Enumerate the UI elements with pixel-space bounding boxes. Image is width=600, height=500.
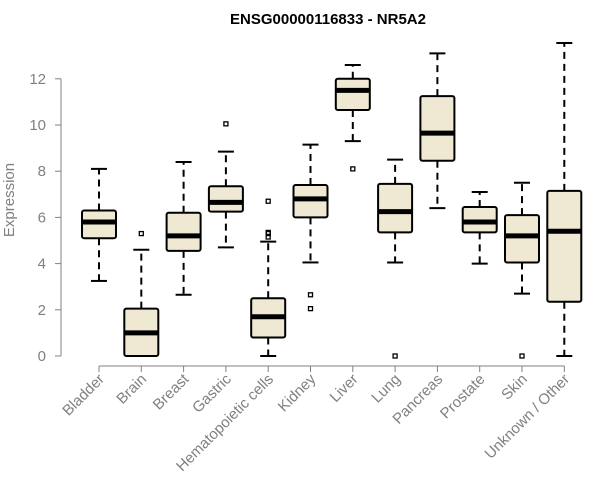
outlier-point [265, 198, 271, 204]
box-group [334, 63, 371, 172]
outlier-point [223, 121, 229, 127]
x-tick-label: Lung [368, 371, 404, 407]
y-axis-label: Expression [1, 163, 18, 237]
x-tick-label: Prostate [437, 371, 489, 423]
y-tick-label: 2 [38, 302, 46, 319]
iqr-box [419, 95, 456, 162]
x-tick-label: Liver [327, 371, 362, 406]
outlier-point [519, 353, 525, 359]
x-tick-label: Bladder [59, 371, 108, 420]
box-group [123, 230, 160, 357]
y-tick-label: 10 [29, 117, 46, 134]
y-tick-label: 6 [38, 209, 46, 226]
iqr-box [334, 77, 371, 111]
boxes [81, 41, 583, 359]
box-group [165, 160, 202, 296]
axes: 0 2 4 6 8 10 12 [29, 71, 565, 372]
x-tick-label: Brain [113, 371, 150, 408]
box-group [207, 121, 244, 249]
outlier-point [138, 230, 144, 237]
box-group [419, 52, 456, 210]
outlier-point [265, 234, 271, 240]
iqr-box [165, 211, 202, 252]
iqr-box [546, 189, 583, 303]
outlier-point [307, 305, 314, 312]
box-group [250, 198, 287, 357]
x-tick-label: Kidney [275, 370, 320, 415]
y-tick-label: 12 [29, 71, 46, 88]
box-group [292, 143, 329, 312]
outlier-point [307, 292, 314, 298]
iqr-box [207, 185, 244, 213]
y-tick-label: 4 [38, 256, 46, 273]
outlier-point [392, 353, 398, 359]
x-tick-label: Breast [150, 370, 193, 413]
box-group [546, 41, 583, 357]
box-group [81, 167, 117, 282]
chart-title: ENSG00000116833 - NR5A2 [230, 11, 426, 28]
iqr-box [377, 182, 414, 234]
box-group [377, 158, 414, 359]
x-tick-label: Skin [498, 371, 531, 404]
box-group [461, 190, 498, 265]
box-group [504, 181, 540, 359]
y-tick-label: 8 [38, 163, 46, 180]
y-tick-label: 0 [38, 348, 46, 365]
iqr-box [504, 214, 540, 264]
outlier-point [350, 166, 356, 172]
